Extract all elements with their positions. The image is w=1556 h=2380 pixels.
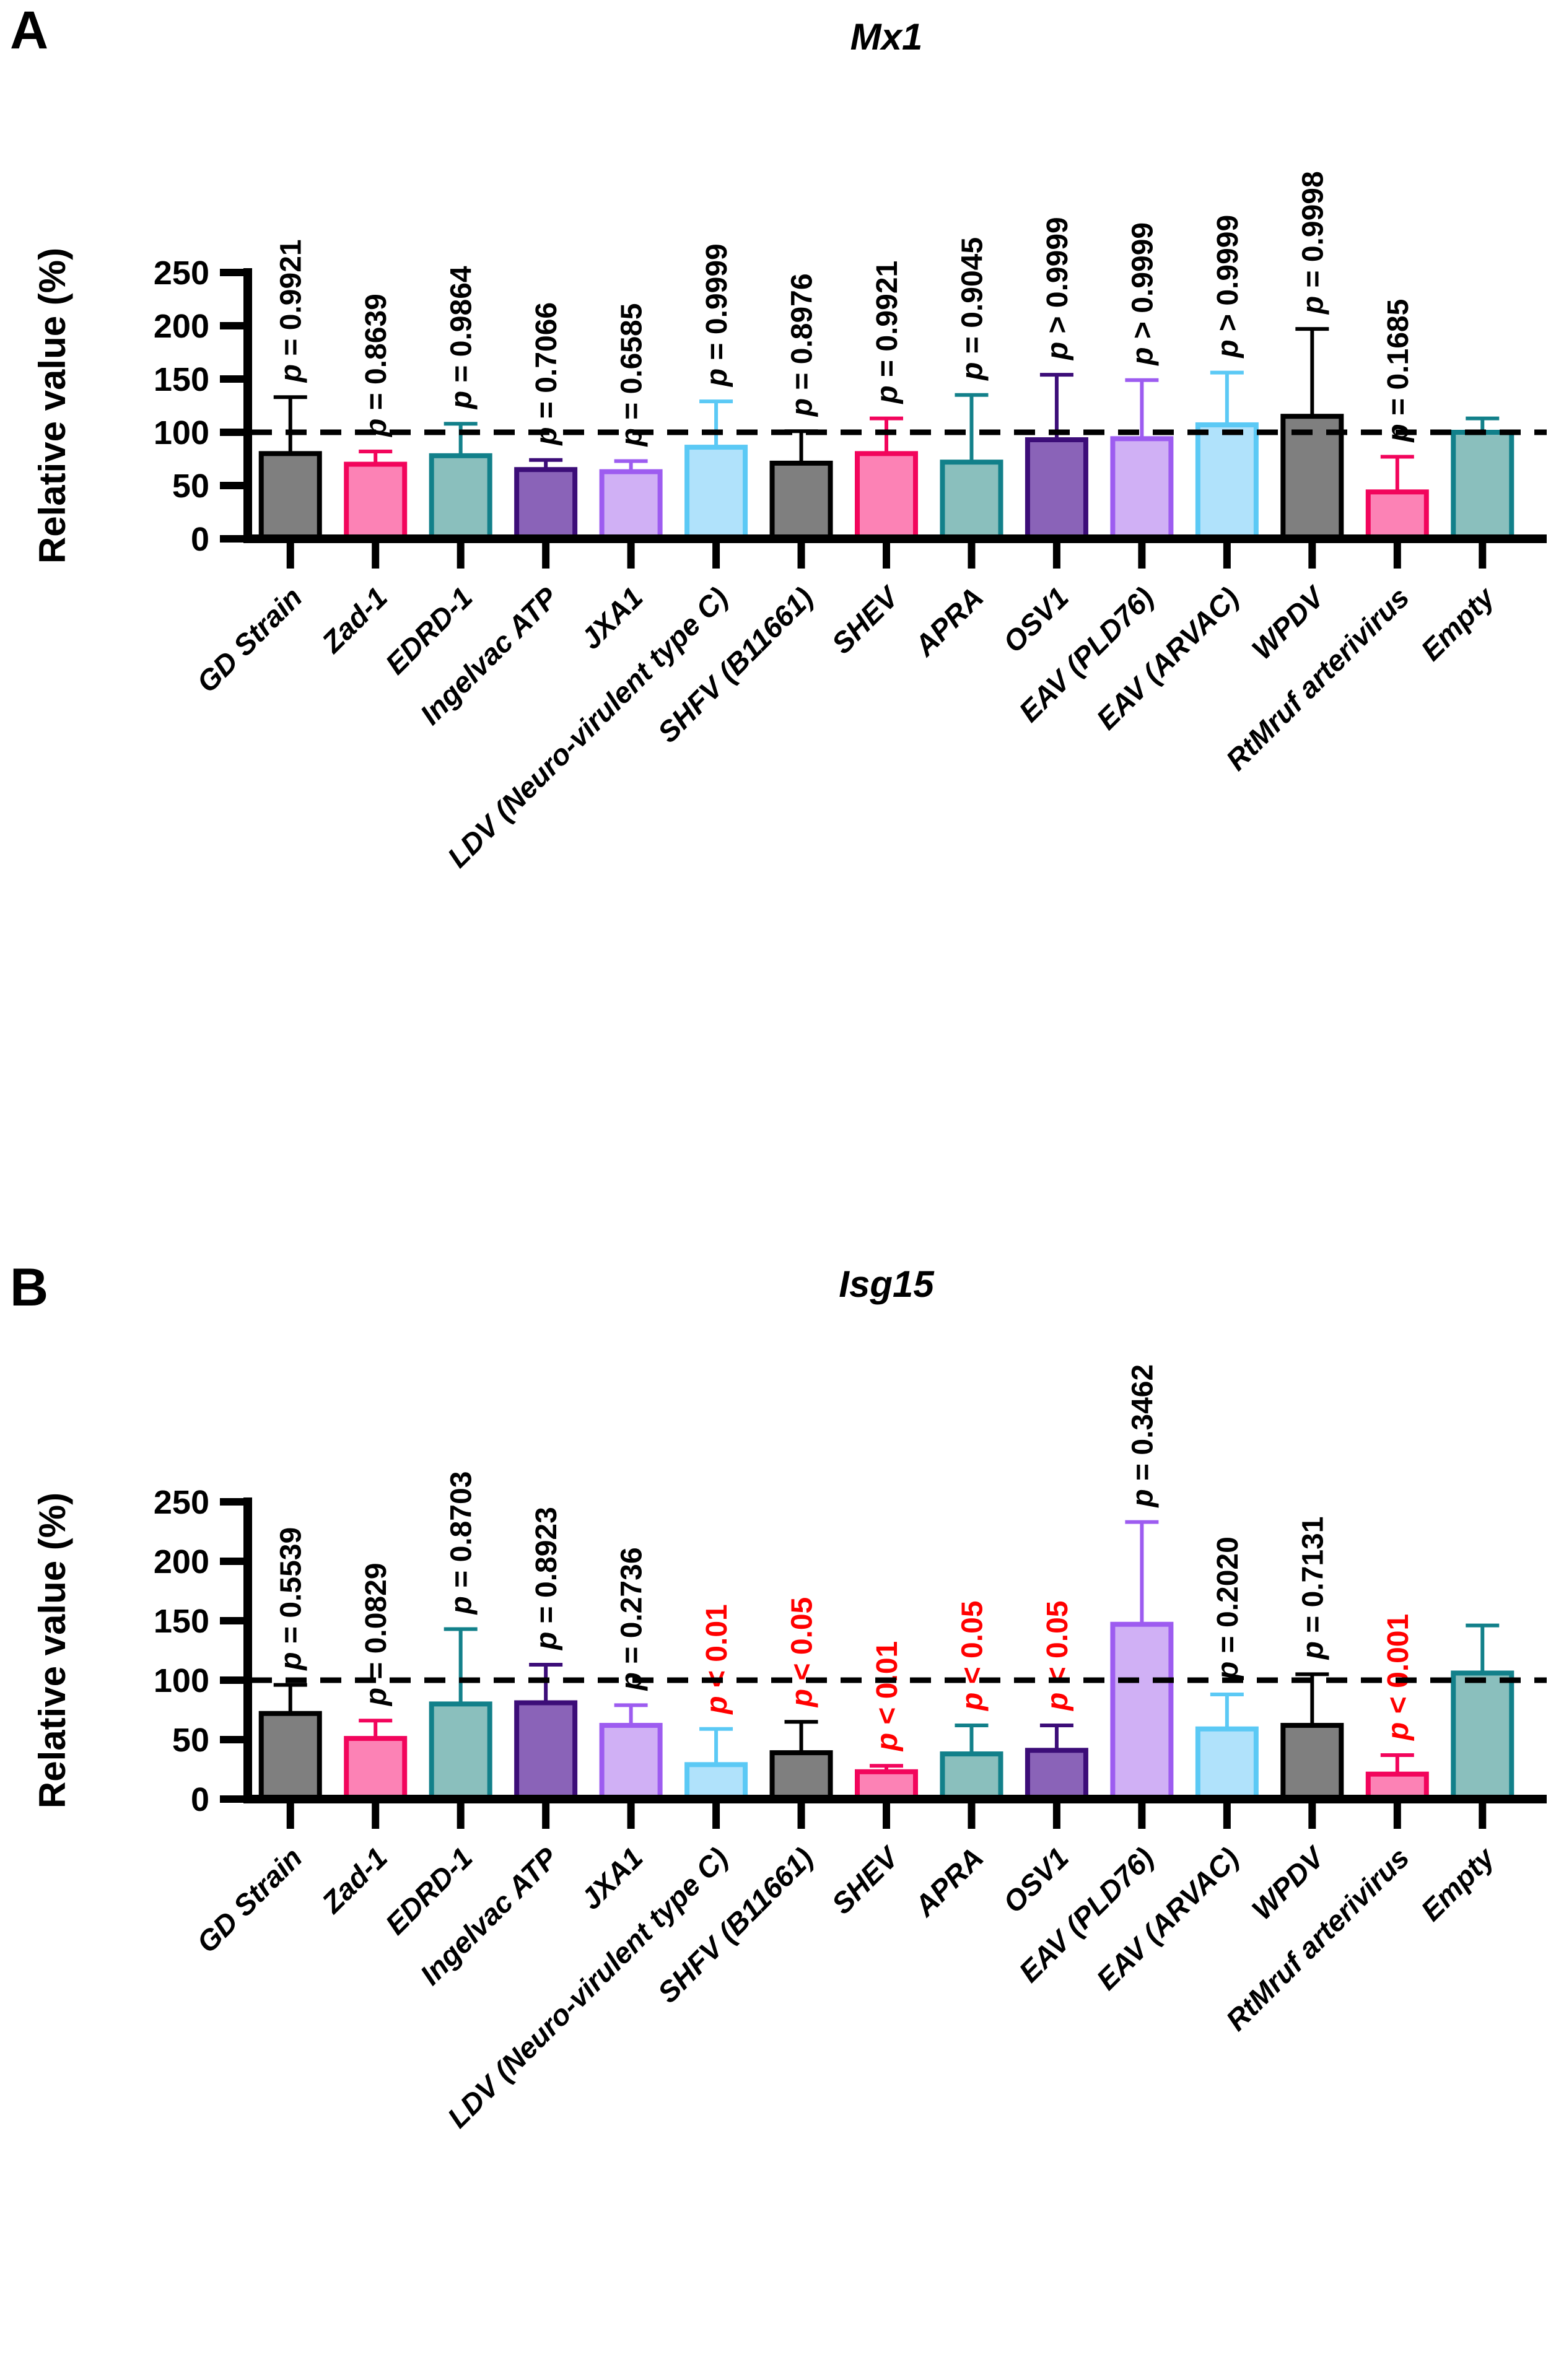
p-value-label: p = 0.9998 xyxy=(1296,171,1329,315)
y-axis-title: Relative value (%) xyxy=(32,1493,73,1808)
x-category-label: WPDV xyxy=(1245,579,1332,666)
bar-light-blue xyxy=(1195,1726,1259,1802)
bar-gray xyxy=(769,460,833,542)
p-value-label: p = 0.8923 xyxy=(530,1507,563,1651)
bar-pink xyxy=(344,461,408,541)
bar-light-purple xyxy=(599,469,663,542)
x-category-label: SHEV xyxy=(825,579,906,660)
bar-gray xyxy=(769,1750,833,1802)
x-category-label: SHFV (B11661) xyxy=(651,581,819,749)
bar-dark-purple xyxy=(514,1700,578,1802)
x-category-label: OSV1 xyxy=(997,581,1075,659)
bar-light-purple xyxy=(599,1722,663,1802)
bar-teal xyxy=(1451,1670,1514,1802)
p-value-label: p = 0.9864 xyxy=(445,266,478,410)
p-value-label: p = 0.0829 xyxy=(360,1563,393,1707)
bar-teal xyxy=(940,1751,1003,1802)
x-category-label: OSV1 xyxy=(997,1841,1075,1919)
bar-light-purple xyxy=(1110,1621,1174,1802)
bar-gray xyxy=(1280,1722,1344,1802)
x-category-label: APRA xyxy=(907,581,989,663)
y-tick-label: 0 xyxy=(191,1781,209,1818)
p-value-label: p < 0.05 xyxy=(786,1597,819,1708)
y-tick-label: 250 xyxy=(154,1484,209,1521)
chart-title-isg15: Isg15 xyxy=(839,1263,934,1305)
y-tick-label: 250 xyxy=(154,255,209,292)
p-value-label: p < 0.05 xyxy=(1041,1601,1074,1712)
p-value-label: p < 0.001 xyxy=(1382,1614,1415,1741)
bar-teal xyxy=(429,453,492,542)
p-value-label: p = 0.2020 xyxy=(1212,1537,1244,1681)
y-tick-label: 200 xyxy=(154,308,209,345)
x-category-label: APRA xyxy=(907,1841,989,1923)
x-category-label: JXA1 xyxy=(574,1841,649,1916)
y-tick-label: 200 xyxy=(154,1543,209,1580)
chart-title-mx1: Mx1 xyxy=(850,16,923,58)
bar-teal xyxy=(1451,430,1514,541)
bar-light-blue xyxy=(684,1762,748,1802)
p-value-label: p > 0.9999 xyxy=(1126,222,1159,367)
x-category-label: Empty xyxy=(1414,580,1501,667)
bar-teal xyxy=(429,1701,492,1802)
p-value-label: p = 0.8639 xyxy=(360,294,393,438)
p-value-label: p = 0.9999 xyxy=(701,243,733,388)
p-value-label: p < 0.01 xyxy=(701,1604,733,1715)
y-tick-label: 0 xyxy=(191,521,209,558)
y-tick-label: 50 xyxy=(172,468,209,505)
x-category-label: GD Strain xyxy=(190,1841,308,1959)
p-value-label: p = 0.8976 xyxy=(786,273,819,417)
bar-gray xyxy=(258,1711,322,1802)
p-value-label: p = 0.8703 xyxy=(445,1471,478,1616)
x-category-label: Zad-1 xyxy=(315,1841,394,1920)
y-tick-label: 100 xyxy=(154,1662,209,1699)
p-value-label: p = 0.9045 xyxy=(956,237,989,381)
bar-pink xyxy=(344,1736,408,1802)
bar-teal xyxy=(940,460,1003,541)
x-category-label: JXA1 xyxy=(574,581,649,656)
x-category-label: SHEV xyxy=(825,1839,906,1920)
bar-dark-purple xyxy=(1025,1748,1088,1802)
bar-light-purple xyxy=(1110,436,1174,541)
y-tick-label: 150 xyxy=(154,361,209,398)
bar-pink xyxy=(1365,489,1429,542)
p-value-label: p = 0.9921 xyxy=(275,239,308,383)
p-value-label: p = 0.9921 xyxy=(871,261,904,405)
y-tick-label: 100 xyxy=(154,414,209,451)
panel-label-a: A xyxy=(10,1,49,60)
x-category-label: WPDV xyxy=(1245,1839,1332,1926)
x-category-label: GD Strain xyxy=(190,581,308,699)
y-tick-label: 150 xyxy=(154,1603,209,1640)
p-value-label: p < 0.01 xyxy=(871,1641,904,1752)
x-category-label: Zad-1 xyxy=(315,581,394,660)
y-tick-label: 50 xyxy=(172,1722,209,1759)
p-value-label: p < 0.05 xyxy=(956,1601,989,1712)
p-value-label: p = 0.1685 xyxy=(1382,299,1415,443)
panel-label-b: B xyxy=(10,1258,49,1317)
p-value-label: p = 0.5539 xyxy=(275,1527,308,1672)
bar-gray xyxy=(258,451,322,542)
p-value-label: p = 0.3462 xyxy=(1126,1364,1159,1509)
x-category-label: Empty xyxy=(1414,1840,1501,1927)
p-value-label: p = 0.7066 xyxy=(530,302,563,447)
bar-dark-purple xyxy=(1025,437,1088,541)
bar-dark-purple xyxy=(514,467,578,542)
y-axis-title: Relative value (%) xyxy=(32,248,73,564)
x-category-label: SHFV (B11661) xyxy=(651,1841,819,2009)
p-value-label: p > 0.9999 xyxy=(1212,215,1244,359)
p-value-label: p = 0.7131 xyxy=(1296,1517,1329,1661)
bar-light-blue xyxy=(684,445,748,542)
bar-pink xyxy=(855,451,918,542)
p-value-label: p > 0.9999 xyxy=(1041,217,1074,361)
p-value-label: p = 0.2736 xyxy=(616,1547,649,1691)
bar-light-blue xyxy=(1195,422,1259,542)
p-value-label: p = 0.6585 xyxy=(616,303,649,448)
